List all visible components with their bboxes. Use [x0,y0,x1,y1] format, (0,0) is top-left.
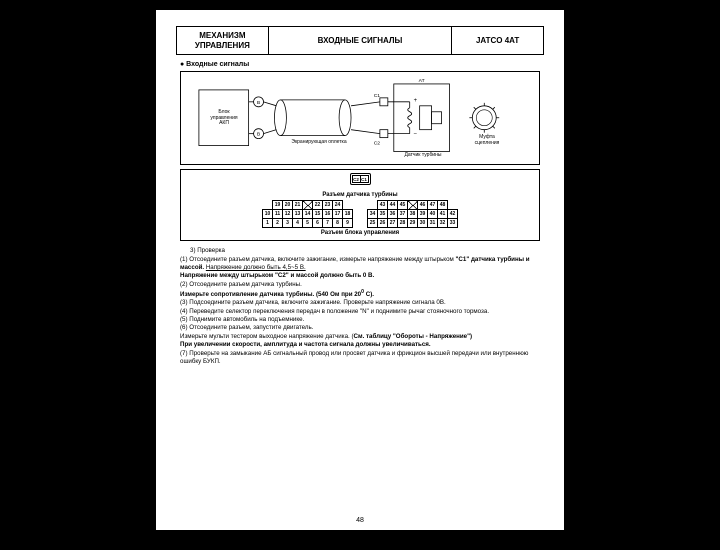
svg-text:B: B [257,132,261,138]
header-table: МЕХАНИЗМ УПРАВЛЕНИЯ ВХОДНЫЕ СИГНАЛЫ JATC… [176,26,544,55]
svg-text:AT: AT [419,78,425,84]
shield-label: Экранирующая оплетка [279,140,359,146]
section-title: ● Входные сигналы [180,61,544,68]
c2-label: C2 [374,141,381,147]
connector-title-2: Разъем блока управления [181,230,539,236]
schematic-diagram: B B C1 C2 AT + [180,71,540,165]
pin-grid-right: 4344454647483435363738394041422526272829… [367,200,458,228]
sensor-label: Датчик турбины [397,153,449,159]
svg-text:B: B [257,100,261,106]
small-connector: C2 C1 [350,173,371,185]
page: МЕХАНИЗМ УПРАВЛЕНИЯ ВХОДНЫЕ СИГНАЛЫ JATC… [156,10,564,530]
svg-text:+: + [414,98,418,104]
header-mid: ВХОДНЫЕ СИГНАЛЫ [268,27,452,55]
svg-text:−: − [414,132,418,138]
header-left: МЕХАНИЗМ УПРАВЛЕНИЯ [177,27,269,55]
connector-box: C2 C1 Разъем датчика турбины 19202122232… [180,169,540,241]
pin-grid-left: 192021222324101112131415161718123456789 [262,200,353,228]
c1-label: C1 [374,93,381,99]
clutch-label: Муфта сцепления [467,135,507,146]
connector-title-1: Разъем датчика турбины [181,192,539,198]
page-number: 48 [156,517,564,524]
body-text: 3) Проверка (1) Отсоедините разъем датчи… [180,247,540,366]
header-right: JATCO 4AT [452,27,544,55]
pin-grids: 192021222324101112131415161718123456789 … [181,200,539,228]
ecu-label: Блок управления АКП [205,110,243,127]
